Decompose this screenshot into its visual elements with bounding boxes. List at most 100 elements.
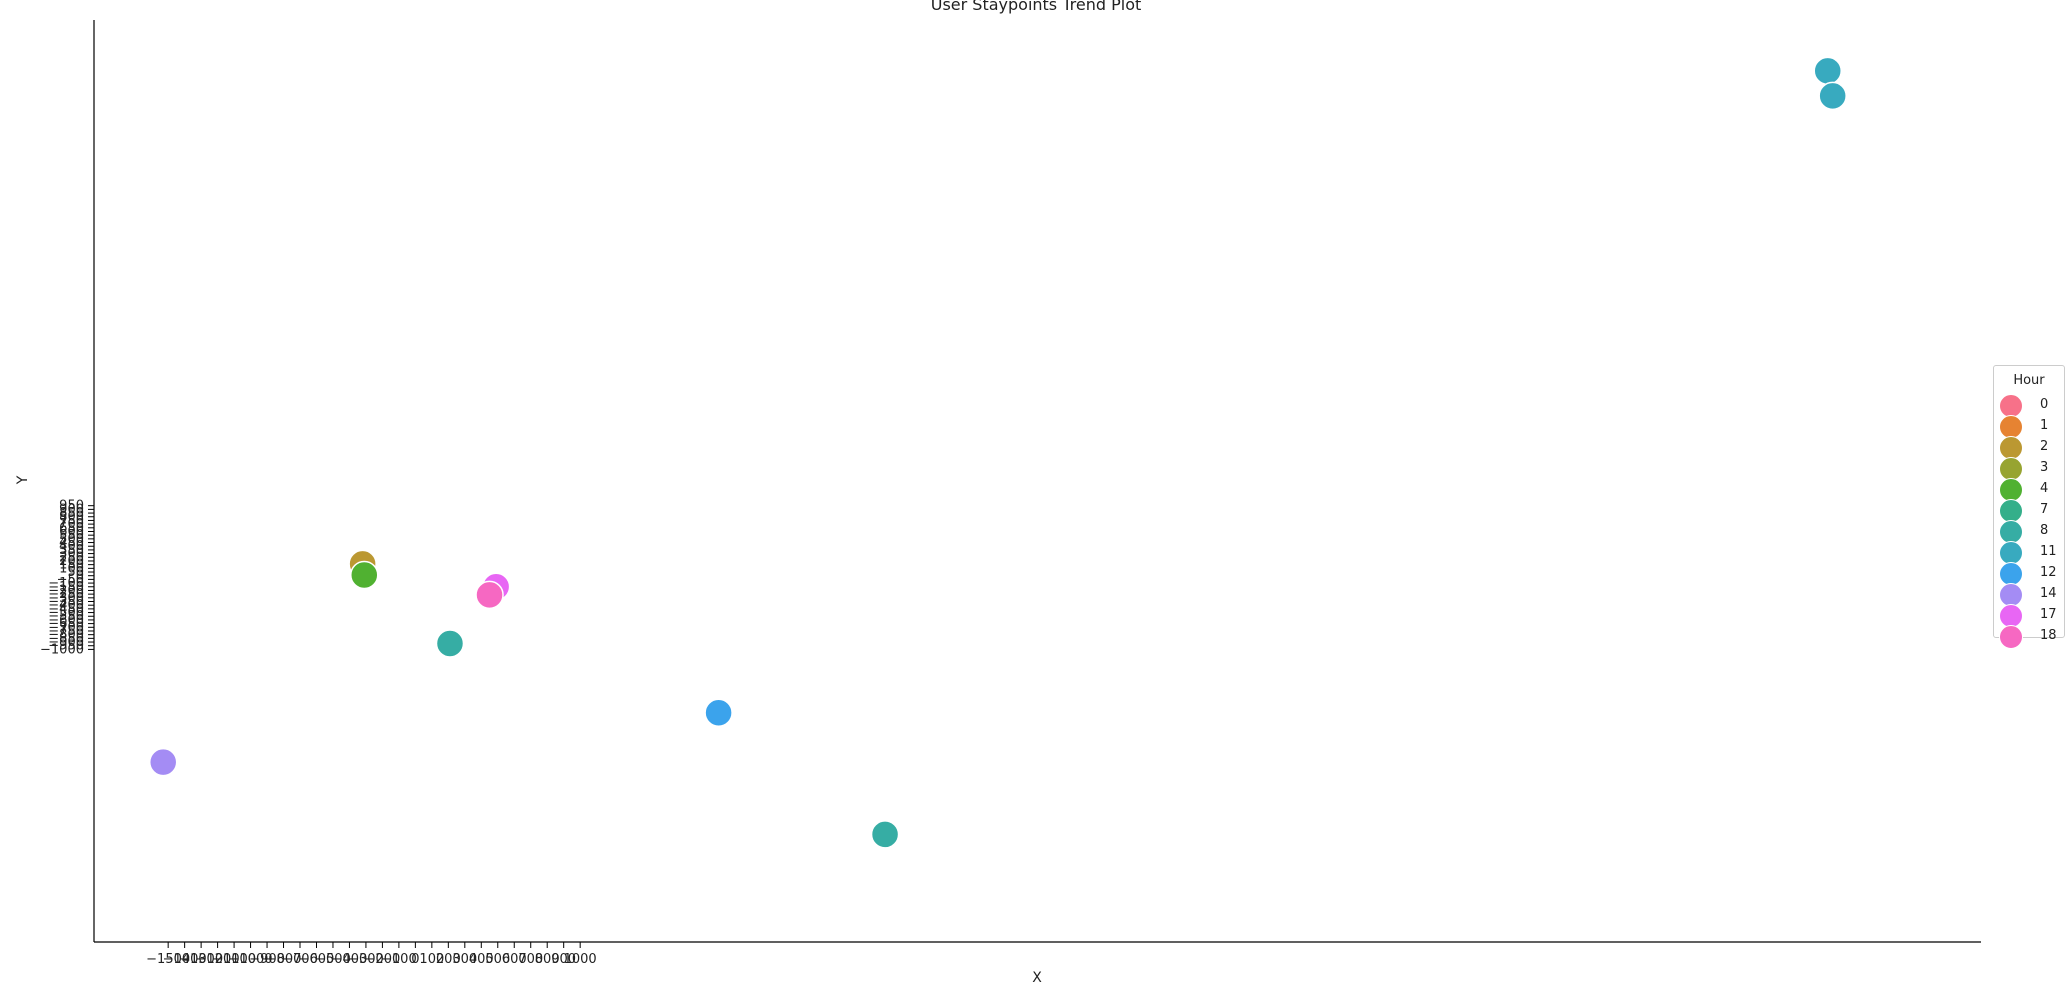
- y-tick-label: −400: [48, 598, 84, 613]
- x-tick-label: 900: [551, 952, 576, 967]
- x-tick-label: 700: [518, 952, 543, 967]
- y-tick-label: 650: [59, 521, 84, 536]
- y-tick-label: 600: [59, 524, 84, 539]
- y-tick-label: 400: [59, 539, 84, 554]
- x-tick-label: 100: [419, 952, 444, 967]
- x-tick-label: 800: [535, 952, 560, 967]
- y-tick-label: −950: [48, 639, 84, 654]
- x-tick-label: −500: [315, 952, 351, 967]
- legend-label: 18: [2040, 628, 2057, 643]
- y-tick-label: −1000: [40, 642, 84, 657]
- legend-item-hour-1: 1: [1994, 415, 2064, 439]
- y-tick-label: 50: [67, 565, 84, 580]
- x-tick-label: −1200: [196, 952, 240, 967]
- legend-marker: [1999, 604, 2023, 628]
- y-tick-label: −200: [48, 583, 84, 598]
- x-tick-label: −1500: [146, 952, 190, 967]
- point-hour-14: [148, 747, 178, 777]
- x-tick-label: 1000: [564, 952, 597, 967]
- legend-marker: [1999, 562, 2023, 586]
- x-axis-label: X: [1032, 970, 1042, 986]
- y-tick-label: −750: [48, 624, 84, 639]
- y-tick-label: −800: [48, 628, 84, 643]
- y-tick-label: 550: [59, 528, 84, 543]
- y-tick-label: −350: [48, 595, 84, 610]
- y-tick-label: −700: [48, 620, 84, 635]
- y-tick-label: −850: [48, 631, 84, 646]
- y-tick-label: −550: [48, 609, 84, 624]
- legend: Hour 0 1 2 3 4 7 8 11 12 14 17 18: [1993, 365, 2065, 649]
- y-tick-label: 900: [59, 502, 84, 517]
- x-tick-label: −100: [381, 952, 417, 967]
- legend-item-hour-18: 18: [1994, 625, 2064, 649]
- point-hour-11: [1818, 81, 1847, 111]
- y-tick-label: 500: [59, 532, 84, 547]
- legend-label: 7: [2040, 502, 2049, 517]
- y-tick-label: −450: [48, 602, 84, 617]
- y-tick-label: −500: [48, 606, 84, 621]
- legend-marker: [1999, 457, 2023, 481]
- y-tick-label: 700: [59, 517, 84, 532]
- legend-item-hour-8: 8: [1994, 520, 2064, 544]
- point-hour-11: [1813, 56, 1842, 86]
- y-tick-label: 0: [76, 569, 84, 584]
- x-tick-label: 200: [436, 952, 461, 967]
- y-tick-label: −150: [48, 580, 84, 595]
- legend-label: 3: [2040, 460, 2049, 475]
- legend-item-hour-4: 4: [1994, 478, 2064, 502]
- y-axis-label: Y: [15, 475, 31, 485]
- legend-item-hour-0: 0: [1994, 394, 2064, 418]
- legend-marker: [1999, 394, 2023, 418]
- x-tick-label: −1100: [212, 952, 256, 967]
- y-tick-label: −900: [48, 635, 84, 650]
- y-tick-label: −600: [48, 613, 84, 628]
- point-hour-8: [435, 629, 465, 658]
- x-tick-label: −400: [332, 952, 368, 967]
- legend-label: 4: [2040, 481, 2049, 496]
- legend-label: 14: [2040, 586, 2057, 601]
- x-tick-label: −600: [299, 952, 335, 967]
- legend-item-hour-12: 12: [1994, 562, 2064, 586]
- legend-item-hour-3: 3: [1994, 457, 2064, 481]
- x-tick-label: 0: [411, 952, 419, 967]
- legend-item-hour-17: 17: [1994, 604, 2064, 628]
- y-tick-label: 100: [59, 561, 84, 576]
- y-tick-label: −300: [48, 591, 84, 606]
- legend-label: 0: [2040, 397, 2049, 412]
- y-ticks: 9509008508007507006506005505004504003503…: [40, 499, 94, 657]
- x-tick-label: −1400: [163, 952, 207, 967]
- legend-label: 8: [2040, 523, 2049, 538]
- y-tick-label: −250: [48, 587, 84, 602]
- legend-marker: [1999, 520, 2023, 544]
- legend-marker: [1999, 499, 2023, 523]
- x-tick-label: −800: [266, 952, 302, 967]
- x-tick-label: −300: [348, 952, 384, 967]
- y-tick-label: 200: [59, 554, 84, 569]
- y-tick-label: 950: [59, 499, 84, 514]
- legend-item-hour-11: 11: [1994, 541, 2064, 565]
- legend-label: 2: [2040, 439, 2049, 454]
- x-tick-label: −1000: [229, 952, 273, 967]
- point-hour-18: [475, 580, 504, 610]
- point-hour-4: [350, 560, 379, 590]
- legend-marker: [1999, 541, 2023, 565]
- legend-label: 12: [2040, 565, 2057, 580]
- point-hour-8: [870, 820, 900, 849]
- y-tick-label: −50: [57, 572, 84, 587]
- legend-item-hour-14: 14: [1994, 583, 2064, 607]
- y-tick-label: 150: [59, 558, 84, 573]
- x-tick-label: −900: [249, 952, 285, 967]
- legend-title: Hour: [2013, 373, 2045, 388]
- points: [148, 56, 1847, 849]
- y-tick-label: 300: [59, 547, 84, 562]
- y-tick-label: −100: [48, 576, 84, 591]
- y-tick-label: −650: [48, 617, 84, 632]
- y-tick-label: 350: [59, 543, 84, 558]
- y-tick-label: 850: [59, 506, 84, 521]
- y-tick-label: 750: [59, 513, 84, 528]
- chart-title: User Staypoints Trend Plot: [931, 0, 1142, 14]
- legend-label: 1: [2040, 418, 2049, 433]
- legend-label: 17: [2040, 607, 2057, 622]
- x-tick-label: −700: [282, 952, 318, 967]
